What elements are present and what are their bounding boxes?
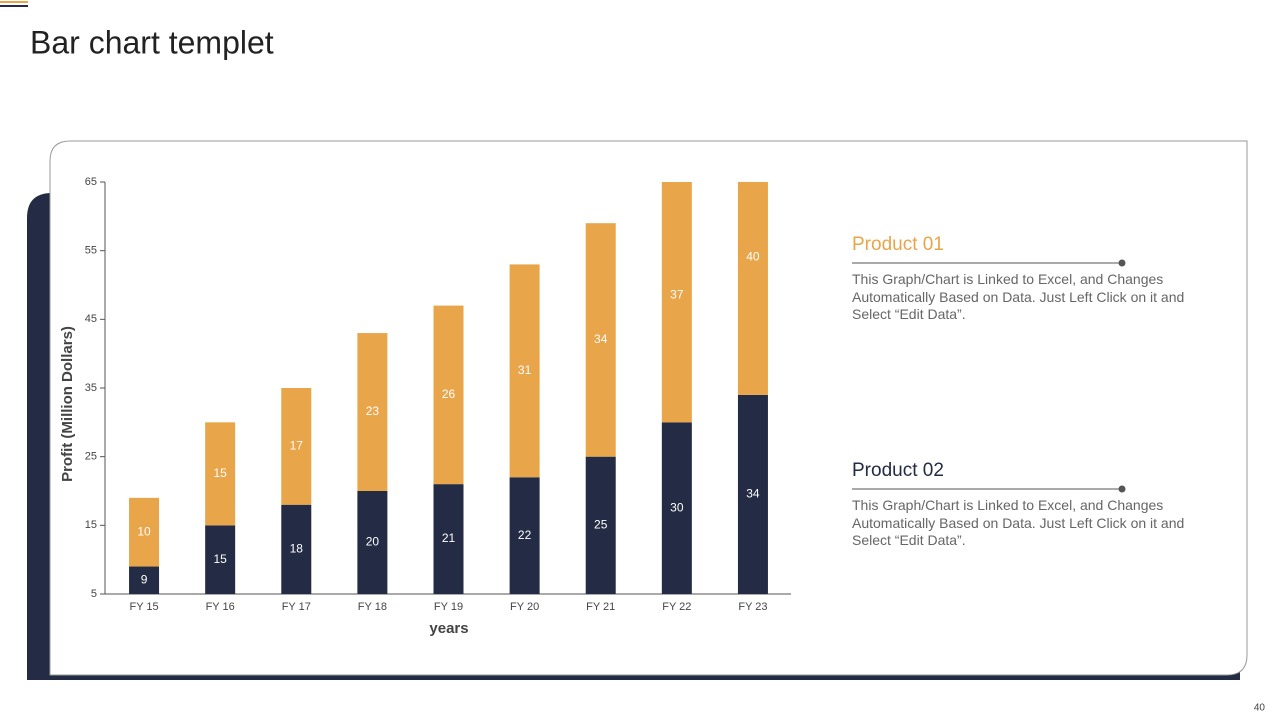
bar-segment	[661, 182, 692, 423]
bar-segment	[661, 422, 692, 594]
y-axis-label: Profit (Million Dollars)	[59, 326, 76, 482]
legend-description: This Graph/Chart is Linked to Excel, and…	[852, 271, 1185, 322]
bar-segment	[205, 422, 236, 526]
y-tick-label: 55	[85, 245, 97, 257]
bar-segment	[737, 394, 768, 594]
value-label: 34	[746, 487, 760, 501]
value-label: 40	[746, 250, 760, 264]
x-tick-label: FY 16	[206, 601, 235, 613]
bar-segment	[129, 566, 160, 594]
value-label: 17	[290, 439, 304, 453]
value-label: 26	[442, 387, 456, 401]
y-tick-label: 45	[85, 313, 97, 325]
legend-title: Product 01	[852, 234, 944, 255]
bar-segment	[357, 333, 388, 491]
bar-segment	[585, 456, 616, 594]
value-label: 18	[290, 542, 304, 556]
bar-segment	[585, 223, 616, 457]
value-label: 31	[518, 363, 532, 377]
legend-title: Product 02	[852, 460, 944, 481]
bar-segment	[433, 305, 464, 485]
bar-segment	[357, 491, 388, 594]
legend-dot	[1118, 485, 1126, 493]
x-tick-label: FY 15	[129, 601, 158, 613]
value-label: 34	[594, 332, 608, 346]
bar-segment	[433, 484, 464, 594]
bar-segment	[129, 497, 160, 567]
x-tick-label: FY 23	[738, 601, 767, 613]
legend-description: This Graph/Chart is Linked to Excel, and…	[852, 497, 1185, 548]
value-label: 15	[213, 552, 227, 566]
x-tick-label: FY 19	[434, 601, 463, 613]
value-label: 21	[442, 531, 456, 545]
x-tick-label: FY 21	[586, 601, 615, 613]
x-axis-label: years	[429, 620, 468, 637]
x-tick-label: FY 20	[510, 601, 539, 613]
value-label: 37	[670, 287, 684, 301]
bar-segment	[737, 182, 768, 395]
bar-segment	[281, 504, 312, 594]
value-label: 10	[137, 524, 151, 538]
x-tick-label: FY 17	[282, 601, 311, 613]
page-number: 40	[1254, 703, 1266, 714]
bar-segment	[205, 525, 236, 594]
y-tick-label: 35	[85, 382, 97, 394]
x-tick-label: FY 18	[358, 601, 387, 613]
y-tick-label: 65	[85, 176, 97, 188]
y-tick-label: 15	[85, 519, 97, 531]
value-label: 25	[594, 518, 608, 532]
bar-segment	[509, 264, 540, 478]
bar-segment	[509, 477, 540, 594]
y-tick-label: 5	[91, 588, 97, 600]
value-label: 20	[366, 535, 380, 549]
value-label: 23	[366, 404, 380, 418]
bar-segment	[281, 388, 312, 505]
value-label: 30	[670, 500, 684, 514]
card	[49, 140, 1248, 676]
value-label: 15	[213, 466, 227, 480]
y-tick-label: 25	[85, 451, 97, 463]
slide-title: Bar chart templet	[30, 24, 274, 60]
legend-dot	[1118, 259, 1126, 267]
x-tick-label: FY 22	[662, 601, 691, 613]
value-label: 9	[141, 572, 148, 586]
value-label: 22	[518, 528, 532, 542]
